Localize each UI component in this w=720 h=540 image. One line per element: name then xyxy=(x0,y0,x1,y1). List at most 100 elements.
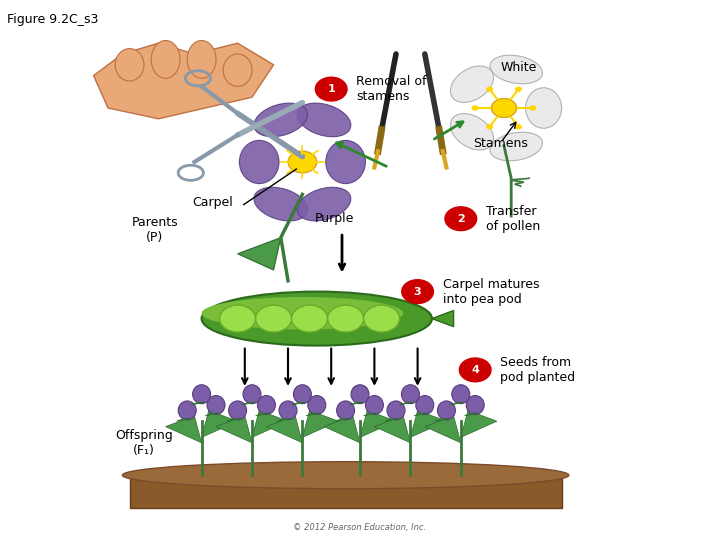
Ellipse shape xyxy=(202,292,432,346)
Polygon shape xyxy=(94,43,274,119)
Ellipse shape xyxy=(491,98,516,118)
Circle shape xyxy=(220,305,256,332)
Polygon shape xyxy=(256,413,270,416)
Ellipse shape xyxy=(151,40,180,78)
Text: Transfer
of pollen: Transfer of pollen xyxy=(486,205,540,233)
Polygon shape xyxy=(360,410,396,437)
Polygon shape xyxy=(374,416,410,443)
Text: Purple: Purple xyxy=(315,212,354,225)
Text: Seeds from
pod planted: Seeds from pod planted xyxy=(500,356,575,384)
Ellipse shape xyxy=(202,297,403,329)
Polygon shape xyxy=(277,418,292,421)
Ellipse shape xyxy=(243,384,261,403)
Text: 4: 4 xyxy=(472,365,479,375)
Ellipse shape xyxy=(187,40,216,78)
Text: Offspring
(F₁): Offspring (F₁) xyxy=(115,429,173,457)
Ellipse shape xyxy=(223,54,252,86)
Ellipse shape xyxy=(179,401,196,420)
Polygon shape xyxy=(216,416,252,443)
Polygon shape xyxy=(364,413,378,416)
Ellipse shape xyxy=(325,140,365,184)
Ellipse shape xyxy=(288,151,317,173)
Ellipse shape xyxy=(122,462,569,489)
Ellipse shape xyxy=(490,55,542,84)
Ellipse shape xyxy=(254,103,307,137)
Ellipse shape xyxy=(207,395,225,415)
Ellipse shape xyxy=(308,395,325,415)
Circle shape xyxy=(402,280,433,303)
Polygon shape xyxy=(306,413,320,416)
Polygon shape xyxy=(385,418,400,421)
Polygon shape xyxy=(191,402,205,405)
Circle shape xyxy=(515,124,522,130)
Polygon shape xyxy=(410,410,446,437)
Polygon shape xyxy=(205,413,220,416)
Circle shape xyxy=(328,305,364,332)
Polygon shape xyxy=(292,402,306,405)
Ellipse shape xyxy=(115,49,144,81)
Ellipse shape xyxy=(416,395,433,415)
Polygon shape xyxy=(241,402,256,405)
Ellipse shape xyxy=(297,103,351,137)
Ellipse shape xyxy=(258,395,275,415)
Ellipse shape xyxy=(387,401,405,420)
Polygon shape xyxy=(227,418,241,421)
Polygon shape xyxy=(324,416,360,443)
Ellipse shape xyxy=(402,384,419,403)
Circle shape xyxy=(486,124,493,130)
Polygon shape xyxy=(130,475,562,508)
Ellipse shape xyxy=(279,401,297,420)
Polygon shape xyxy=(436,418,450,421)
Ellipse shape xyxy=(294,384,311,403)
Polygon shape xyxy=(335,418,349,421)
Polygon shape xyxy=(238,238,281,270)
Circle shape xyxy=(459,358,491,382)
Polygon shape xyxy=(166,416,202,443)
Polygon shape xyxy=(349,402,364,405)
Polygon shape xyxy=(302,410,338,437)
Circle shape xyxy=(486,86,493,92)
Ellipse shape xyxy=(490,132,542,161)
Ellipse shape xyxy=(254,187,307,221)
Ellipse shape xyxy=(297,187,351,221)
Ellipse shape xyxy=(467,395,485,415)
Text: Figure 9.2C_s3: Figure 9.2C_s3 xyxy=(7,14,99,26)
Circle shape xyxy=(292,305,328,332)
Ellipse shape xyxy=(451,66,493,103)
Polygon shape xyxy=(461,410,497,437)
Polygon shape xyxy=(252,410,288,437)
Text: White: White xyxy=(500,61,536,74)
Polygon shape xyxy=(202,410,238,437)
Circle shape xyxy=(529,105,536,111)
Text: Removal of
stamens: Removal of stamens xyxy=(356,75,427,103)
Text: 1: 1 xyxy=(328,84,335,94)
Polygon shape xyxy=(450,402,464,405)
Circle shape xyxy=(515,86,522,92)
Ellipse shape xyxy=(228,401,246,420)
Text: Stamens: Stamens xyxy=(473,137,528,150)
Circle shape xyxy=(472,105,479,111)
Polygon shape xyxy=(432,310,454,327)
Circle shape xyxy=(364,305,400,332)
Text: © 2012 Pearson Education, Inc.: © 2012 Pearson Education, Inc. xyxy=(294,523,426,532)
Circle shape xyxy=(445,207,477,231)
Polygon shape xyxy=(266,416,302,443)
Ellipse shape xyxy=(239,140,279,184)
Text: Parents
(P): Parents (P) xyxy=(132,215,178,244)
Text: Carpel matures
into pea pod: Carpel matures into pea pod xyxy=(443,278,539,306)
Text: 3: 3 xyxy=(414,287,421,296)
Ellipse shape xyxy=(193,384,211,403)
Ellipse shape xyxy=(451,113,493,150)
Ellipse shape xyxy=(438,401,455,420)
Ellipse shape xyxy=(452,384,470,403)
Text: 2: 2 xyxy=(457,214,464,224)
Ellipse shape xyxy=(336,401,354,420)
Polygon shape xyxy=(464,413,479,416)
Ellipse shape xyxy=(351,384,369,403)
Text: Carpel: Carpel xyxy=(192,196,233,209)
Polygon shape xyxy=(176,418,191,421)
Circle shape xyxy=(256,305,292,332)
Polygon shape xyxy=(425,416,461,443)
Ellipse shape xyxy=(526,87,562,128)
Polygon shape xyxy=(414,413,428,416)
